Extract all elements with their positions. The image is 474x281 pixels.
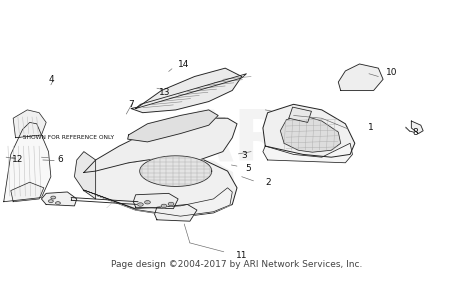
Circle shape [137, 203, 143, 206]
Text: 10: 10 [386, 68, 397, 77]
Polygon shape [79, 157, 237, 217]
Polygon shape [155, 205, 197, 221]
Text: Page design ©2004-2017 by ARI Network Services, Inc.: Page design ©2004-2017 by ARI Network Se… [111, 260, 363, 269]
Text: 3: 3 [242, 151, 247, 160]
Text: ARI: ARI [177, 106, 316, 175]
Text: 4: 4 [48, 75, 54, 84]
Polygon shape [13, 110, 46, 138]
Polygon shape [74, 152, 96, 199]
Polygon shape [41, 192, 77, 206]
Circle shape [168, 202, 174, 206]
Polygon shape [280, 115, 341, 152]
Text: 5: 5 [246, 164, 251, 173]
Polygon shape [263, 104, 355, 157]
Polygon shape [289, 107, 311, 123]
Polygon shape [338, 64, 383, 90]
Circle shape [51, 196, 55, 199]
Polygon shape [140, 156, 212, 186]
Text: 12: 12 [12, 155, 23, 164]
Circle shape [55, 202, 60, 205]
Text: 1: 1 [368, 123, 374, 132]
Polygon shape [11, 182, 44, 202]
Polygon shape [131, 68, 242, 113]
Text: 2: 2 [265, 178, 271, 187]
Polygon shape [411, 121, 423, 133]
Circle shape [48, 200, 53, 203]
Polygon shape [128, 110, 218, 142]
Polygon shape [82, 157, 235, 217]
Circle shape [145, 201, 150, 204]
Text: 14: 14 [178, 60, 190, 69]
Polygon shape [84, 118, 237, 173]
Polygon shape [4, 123, 51, 202]
Text: 11: 11 [236, 251, 247, 260]
Text: — SHOWN FOR REFERENCE ONLY: — SHOWN FOR REFERENCE ONLY [15, 135, 114, 140]
Polygon shape [133, 193, 178, 209]
Text: 8: 8 [412, 128, 418, 137]
Text: 13: 13 [159, 88, 171, 97]
Polygon shape [263, 143, 353, 163]
Text: 7: 7 [128, 100, 134, 109]
Circle shape [161, 204, 167, 208]
Text: 6: 6 [57, 155, 63, 164]
Polygon shape [84, 188, 232, 216]
